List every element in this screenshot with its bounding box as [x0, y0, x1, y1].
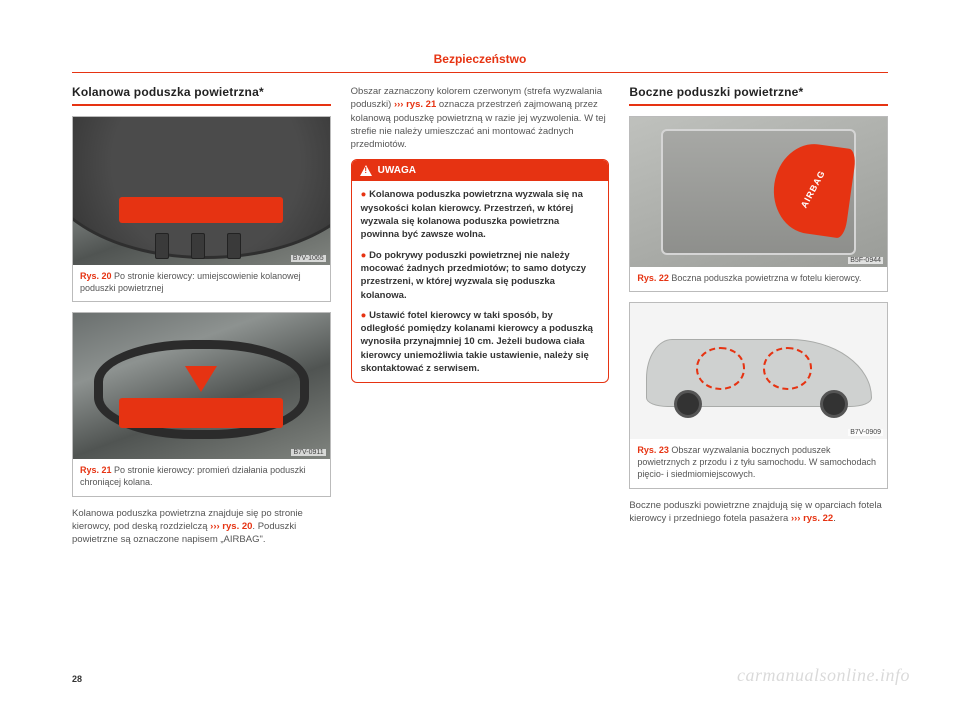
col3-heading: Boczne poduszki powietrzne*	[629, 85, 888, 106]
figure-20-caption: Rys. 20 Po stronie kierowcy: umiejscowie…	[73, 265, 330, 301]
pedal-illustration	[155, 233, 169, 259]
warning-body: ● Kolanowa poduszka powietrzna wyzwala s…	[352, 181, 609, 382]
figure-21: B7V-0911 Rys. 21 Po stronie kierowcy: pr…	[72, 312, 331, 496]
figure-22: AIRBAG B5F-0944 Rys. 22 Boczna poduszka …	[629, 116, 888, 292]
warning-header: UWAGA	[352, 160, 609, 181]
figure-code: B7V-1065	[291, 255, 326, 262]
content-columns: Kolanowa poduszka powietrzna* B7V-1065 R…	[72, 85, 888, 554]
figure-21-caption: Rys. 21 Po stronie kierowcy: promień dzi…	[73, 459, 330, 495]
figure-code: B7V-0911	[291, 449, 325, 456]
figure-caption-text: Obszar wyzwalania bocznych poduszek powi…	[637, 445, 876, 479]
col3-paragraph: Boczne poduszki powietrzne znajdują się …	[629, 499, 888, 526]
text: Boczne poduszki powietrzne znajdują się …	[629, 500, 881, 524]
bullet-icon: ●	[361, 250, 367, 261]
warning-item: ● Ustawić fotel kierowcy w taki sposób, …	[361, 309, 600, 375]
text: Kolanowa poduszka powietrzna wyzwala się…	[361, 189, 583, 240]
figure-22-image: AIRBAG B5F-0944	[630, 117, 887, 267]
column-2: Obszar zaznaczony kolorem czerwonym (str…	[351, 85, 610, 554]
figure-code: B7V-0909	[848, 429, 883, 436]
pedal-illustration	[227, 233, 241, 259]
figure-number: Rys. 22	[637, 273, 669, 283]
warning-item: ● Do pokrywy poduszki powietrznej nie na…	[361, 249, 600, 302]
car-side-illustration	[646, 339, 872, 407]
text: Do pokrywy poduszki powietrznej nie nale…	[361, 250, 586, 301]
knee-airbag-highlight	[119, 197, 283, 223]
warning-triangle-icon	[360, 165, 372, 176]
warning-title: UWAGA	[378, 165, 416, 176]
figure-20: B7V-1065 Rys. 20 Po stronie kierowcy: um…	[72, 116, 331, 302]
page-number: 28	[72, 674, 82, 684]
column-1: Kolanowa poduszka powietrzna* B7V-1065 R…	[72, 85, 331, 554]
figure-reference: ››› rys. 22	[791, 513, 833, 524]
knee-airbag-highlight	[119, 398, 283, 428]
figure-number: Rys. 23	[637, 445, 669, 455]
figure-caption-text: Boczna poduszka powietrzna w fotelu kier…	[671, 273, 861, 283]
figure-caption-text: Po stronie kierowcy: umiejscowienie kola…	[80, 271, 301, 293]
section-header: Bezpieczeństwo	[72, 52, 888, 73]
figure-number: Rys. 20	[80, 271, 112, 281]
airbag-zone-front	[696, 347, 745, 389]
figure-caption-text: Po stronie kierowcy: promień działania p…	[80, 465, 306, 487]
text: Ustawić fotel kierowcy w taki sposób, by…	[361, 310, 593, 374]
car-wheel-icon	[674, 390, 702, 418]
pedal-illustration	[191, 233, 205, 259]
manual-page: Bezpieczeństwo Kolanowa poduszka powietr…	[0, 0, 960, 708]
bullet-icon: ●	[361, 189, 367, 200]
figure-21-image: B7V-0911	[73, 313, 330, 459]
figure-reference: ››› rys. 20	[210, 521, 252, 532]
col1-heading: Kolanowa poduszka powietrzna*	[72, 85, 331, 106]
watermark: carmanualsonline.info	[737, 665, 910, 686]
figure-23-caption: Rys. 23 Obszar wyzwalania bocznych podus…	[630, 439, 887, 487]
airbag-zone-rear	[763, 347, 812, 389]
airbag-label: AIRBAG	[798, 168, 826, 209]
arrow-down-icon	[185, 366, 217, 392]
figure-reference: ››› rys. 21	[394, 99, 436, 110]
col1-paragraph: Kolanowa poduszka powietrzna znajduje si…	[72, 507, 331, 547]
figure-23-image: B7V-0909	[630, 303, 887, 439]
figure-number: Rys. 21	[80, 465, 112, 475]
figure-22-caption: Rys. 22 Boczna poduszka powietrzna w fot…	[630, 267, 887, 291]
car-wheel-icon	[820, 390, 848, 418]
figure-code: B5F-0944	[848, 257, 883, 264]
figure-20-image: B7V-1065	[73, 117, 330, 265]
text: .	[833, 513, 836, 524]
col2-paragraph: Obszar zaznaczony kolorem czerwonym (str…	[351, 85, 610, 151]
warning-item: ● Kolanowa poduszka powietrzna wyzwala s…	[361, 188, 600, 241]
bullet-icon: ●	[361, 310, 367, 321]
figure-23: B7V-0909 Rys. 23 Obszar wyzwalania boczn…	[629, 302, 888, 488]
warning-box: UWAGA ● Kolanowa poduszka powietrzna wyz…	[351, 159, 610, 383]
column-3: Boczne poduszki powietrzne* AIRBAG B5F-0…	[629, 85, 888, 554]
